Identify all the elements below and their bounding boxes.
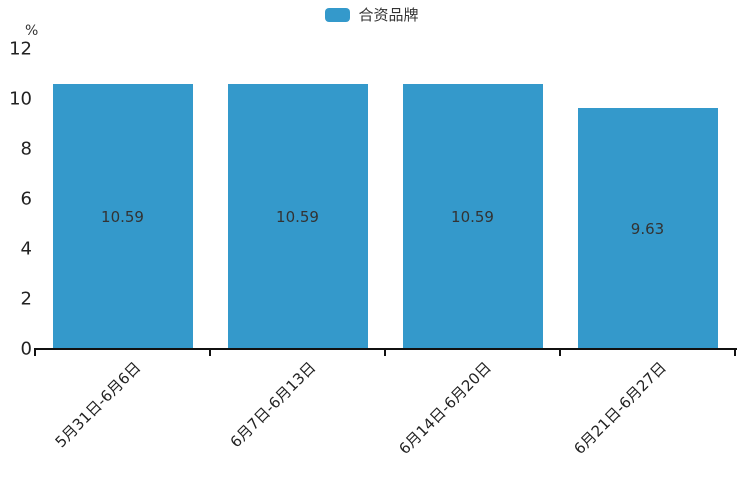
y-tick-label: 12 [9,38,32,60]
bar [577,108,718,349]
bar [227,84,368,349]
y-tick-label: 6 [20,188,32,210]
y-tick-label: 2 [20,288,32,310]
bar [402,84,543,349]
bar [52,84,193,349]
y-tick-label: 10 [9,88,32,110]
x-tick-label: 6月21日-6月27日 [570,358,670,458]
legend-swatch [325,8,351,22]
bar-value-label: 10.59 [101,207,144,226]
legend-label: 合资品牌 [358,6,419,24]
x-axis-tick [559,350,561,356]
x-axis-tick [734,350,736,356]
y-tick-label: 4 [20,238,32,260]
x-axis-tick [209,350,211,356]
bar-value-label: 10.59 [451,207,494,226]
legend-item[interactable]: 合资品牌 [0,6,744,24]
bar-value-label: 9.63 [630,219,665,238]
bar-value-label: 10.59 [276,207,319,226]
y-tick-label: 0 [20,338,32,360]
x-tick-label: 6月7日-6月13日 [226,358,320,452]
x-tick-label: 5月31日-6月6日 [51,358,145,452]
x-axis-line [34,348,737,350]
y-axis-unit-label: % [25,23,39,39]
x-axis-tick [384,350,386,356]
x-axis-tick [34,350,36,356]
x-tick-label: 6月14日-6月20日 [395,358,495,458]
y-tick-label: 8 [20,138,32,160]
